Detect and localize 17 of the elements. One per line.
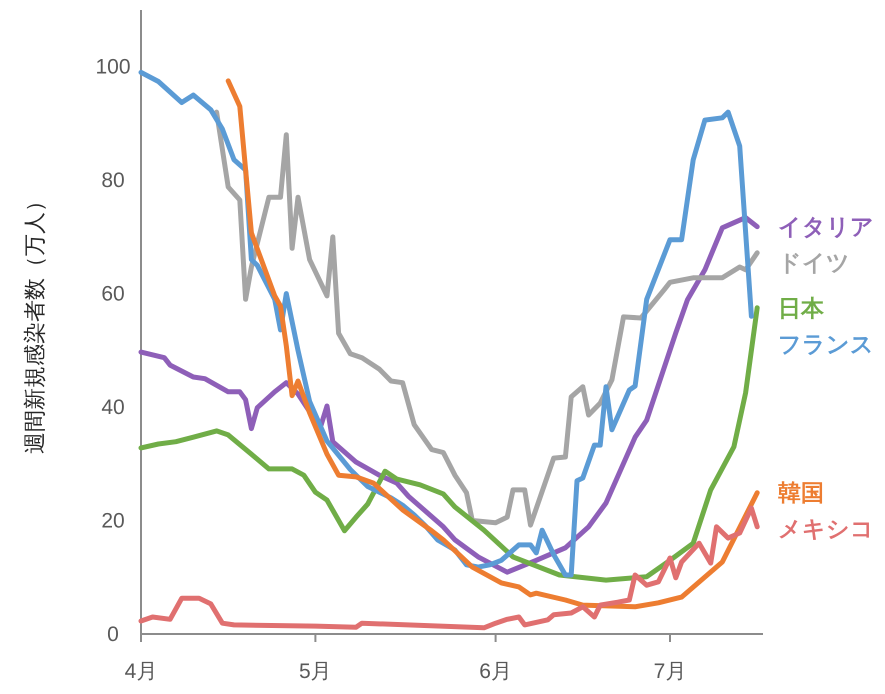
y-tick-label: 60 [101, 282, 125, 306]
series-label: フランス [778, 330, 874, 357]
y-tick-label: 20 [101, 510, 125, 533]
y-tick-label: 40 [101, 396, 125, 420]
series-label: ドイツ [778, 250, 850, 276]
series-label: イタリア [778, 214, 874, 240]
x-tick-label: 4月 [124, 660, 158, 683]
series-label: 日本 [778, 294, 825, 321]
y-tick-label: 0 [107, 623, 119, 646]
series-label: メキシコ [778, 516, 874, 542]
x-tick-label: 5月 [299, 660, 332, 683]
x-tick-label: 6月 [479, 660, 512, 683]
y-tick-label: 100 [95, 56, 131, 79]
y-tick-label: 80 [101, 169, 125, 192]
series-label: 韓国 [778, 480, 824, 506]
x-tick-label: 7月 [654, 660, 686, 683]
y-axis-title: 週間新規感染者数（万人） [22, 190, 47, 454]
